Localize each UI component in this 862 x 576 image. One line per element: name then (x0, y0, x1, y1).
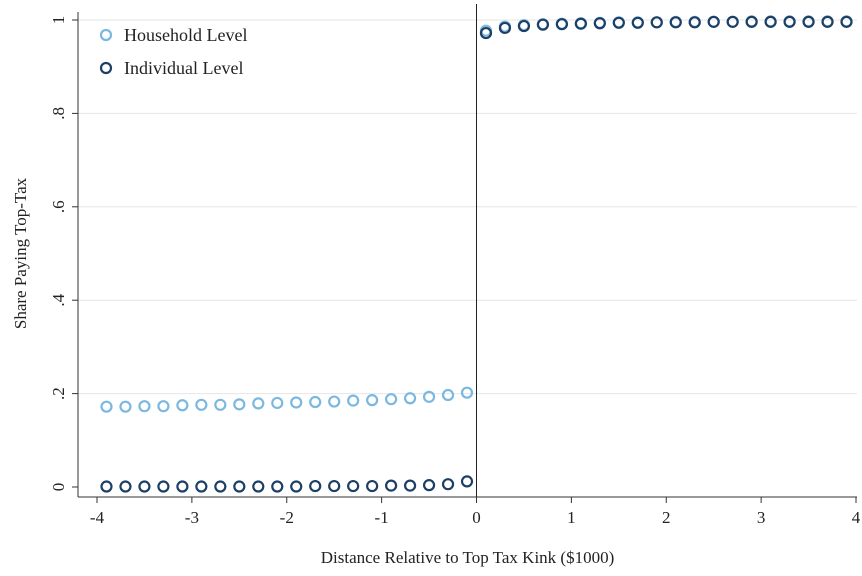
x-tick-label: 4 (852, 508, 861, 527)
individual-point (460, 475, 474, 488)
grid-lines (78, 19, 857, 395)
individual-point (347, 479, 360, 493)
individual-point (441, 478, 455, 491)
individual-point (536, 18, 550, 31)
individual-point (328, 479, 341, 493)
household-point (195, 398, 208, 411)
individual-point (157, 480, 170, 493)
individual-point (138, 480, 151, 493)
x-tick-label: -2 (280, 508, 294, 527)
individual-point (498, 21, 512, 35)
household-point (157, 400, 170, 413)
household-point (385, 393, 398, 406)
y-tick-label: .4 (49, 293, 68, 306)
y-tick-label: .8 (49, 107, 68, 120)
individual-point (403, 479, 417, 492)
household-point (138, 400, 151, 413)
household-point (366, 394, 379, 407)
household-point (347, 394, 360, 407)
individual-point (309, 479, 322, 493)
individual-point (707, 15, 720, 28)
household-point (119, 400, 132, 413)
individual-point (119, 480, 132, 493)
individual-point (688, 16, 701, 29)
individual-point (214, 480, 227, 493)
y-tick-label: 0 (49, 483, 68, 492)
individual-point (252, 480, 265, 493)
household-point (441, 388, 455, 402)
legend-marker (99, 61, 113, 75)
x-tick-label: 2 (662, 508, 671, 527)
legend-marker (99, 28, 113, 42)
individual-point (650, 16, 663, 29)
x-tick-label: -1 (375, 508, 389, 527)
household-point (271, 396, 284, 410)
individual-point (422, 479, 436, 492)
individual-point (669, 16, 682, 29)
individual-point (290, 480, 303, 493)
household-point (252, 397, 265, 410)
household-point (100, 400, 113, 413)
individual-point (176, 480, 189, 493)
y-axis-title: Share Paying Top-Tax (11, 177, 30, 329)
axes: -4 -3 -2 -1 0 1 2 3 4 0 .2 .4 .6 .8 1 (49, 4, 861, 527)
individual-point (745, 15, 758, 28)
y-tick-label: .6 (49, 200, 68, 213)
x-tick-label: 0 (472, 508, 481, 527)
y-tick-label: 1 (49, 16, 68, 25)
individual-point (764, 15, 777, 28)
individual-point (517, 19, 531, 33)
individual-point (100, 480, 113, 493)
legend-label: Household Level (124, 25, 247, 45)
individual-point (802, 15, 815, 28)
y-tick-label: .2 (49, 387, 68, 400)
x-tick-label: -3 (185, 508, 199, 527)
household-point (290, 396, 303, 409)
individual-point (385, 479, 398, 492)
individual-point (233, 480, 246, 493)
legend: Household Level Individual Level (99, 25, 247, 78)
individual-point (726, 15, 739, 28)
individual-point (555, 18, 568, 31)
household-point (422, 390, 436, 403)
individual-point (574, 17, 587, 30)
individual-point (271, 480, 284, 493)
individual-point (783, 15, 796, 28)
household-point (403, 392, 417, 405)
household-point (309, 395, 322, 409)
individual-point (195, 480, 208, 493)
individual-point (479, 26, 493, 40)
individual-point (593, 17, 606, 30)
household-point (233, 398, 246, 411)
individual-point (631, 16, 644, 29)
data-points (100, 15, 853, 493)
individual-point (821, 15, 834, 28)
x-tick-label: 1 (567, 508, 576, 527)
x-tick-label: -4 (90, 508, 105, 527)
household-point (460, 386, 474, 399)
legend-label: Individual Level (124, 58, 243, 78)
x-tick-label: 3 (757, 508, 766, 527)
household-point (176, 399, 189, 412)
x-axis-title: Distance Relative to Top Tax Kink ($1000… (321, 548, 615, 567)
household-point (328, 395, 341, 408)
individual-point (366, 479, 379, 493)
individual-point (612, 16, 625, 29)
household-point (214, 398, 227, 411)
individual-point (840, 15, 853, 28)
